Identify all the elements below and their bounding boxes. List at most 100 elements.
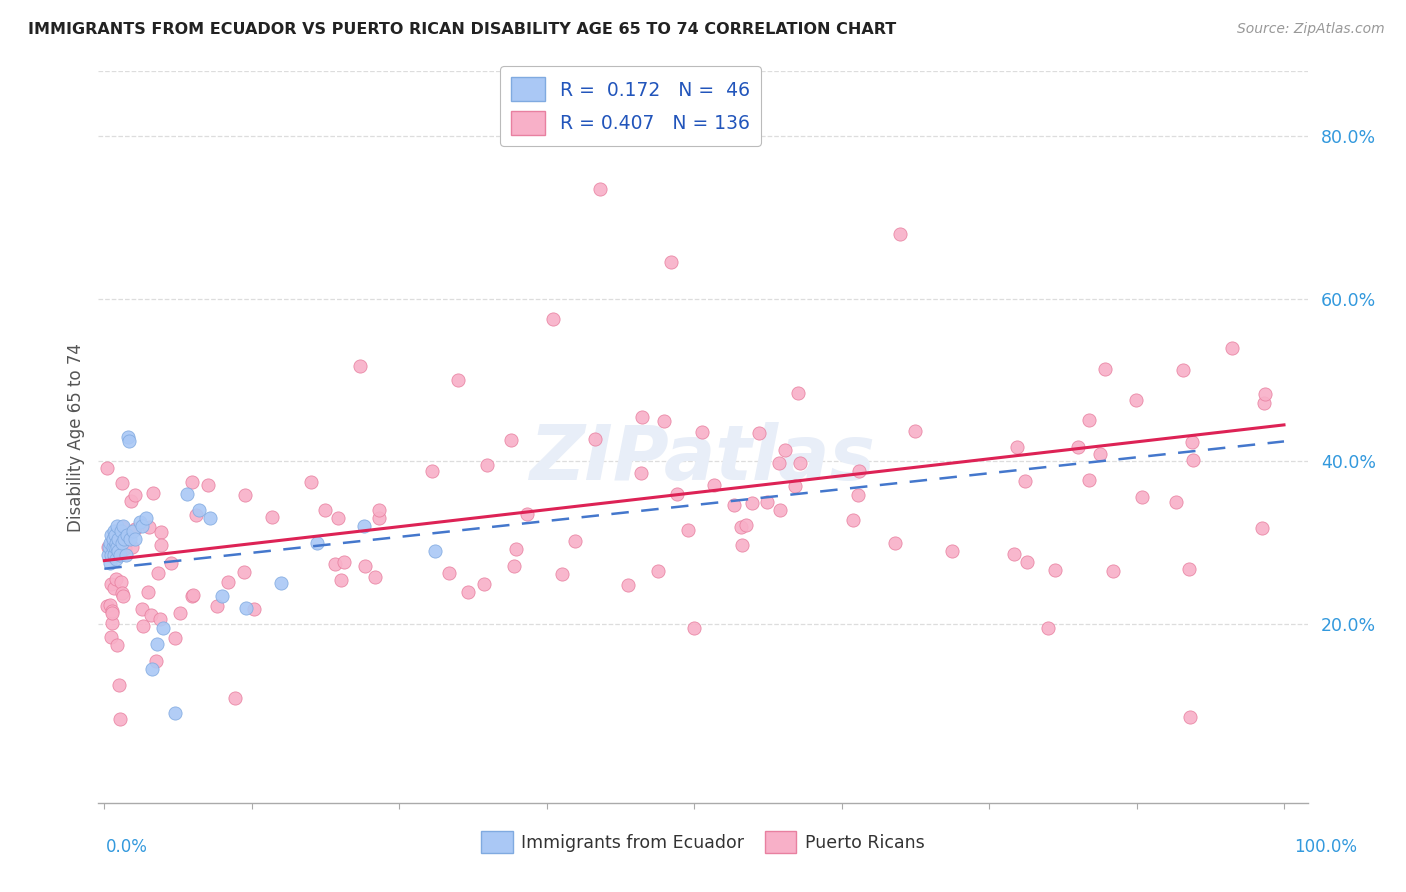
Point bbox=[846, 488, 869, 502]
Point bbox=[138, 520, 160, 534]
Point bbox=[233, 566, 256, 580]
Point bbox=[121, 524, 143, 538]
Point bbox=[181, 588, 204, 602]
Point bbox=[368, 502, 391, 516]
Point bbox=[165, 706, 187, 721]
Point bbox=[1014, 475, 1036, 489]
Point bbox=[101, 532, 124, 546]
Point bbox=[124, 487, 146, 501]
Point bbox=[211, 589, 233, 603]
Point bbox=[112, 519, 135, 533]
Point bbox=[97, 548, 120, 562]
Point bbox=[447, 373, 470, 387]
Point bbox=[690, 425, 713, 439]
Point bbox=[107, 677, 129, 691]
Point bbox=[731, 538, 754, 552]
Point bbox=[135, 511, 157, 525]
Point bbox=[100, 630, 122, 644]
Point bbox=[107, 532, 129, 546]
Point bbox=[112, 589, 135, 603]
Point bbox=[589, 182, 612, 196]
Point bbox=[187, 503, 209, 517]
Point bbox=[121, 541, 143, 555]
Point bbox=[97, 541, 120, 555]
Point bbox=[1178, 710, 1201, 724]
Point bbox=[349, 359, 371, 374]
Point bbox=[98, 556, 121, 570]
Point bbox=[100, 576, 122, 591]
Point bbox=[243, 601, 266, 615]
Point bbox=[326, 511, 349, 525]
Point bbox=[1043, 563, 1066, 577]
Point bbox=[735, 518, 758, 533]
Point bbox=[617, 578, 640, 592]
Point bbox=[103, 581, 125, 595]
Point bbox=[505, 541, 527, 556]
Point bbox=[150, 538, 173, 552]
Point bbox=[472, 577, 495, 591]
Point bbox=[647, 564, 669, 578]
Point bbox=[773, 442, 796, 457]
Point bbox=[108, 712, 131, 726]
Point bbox=[516, 507, 538, 521]
Point bbox=[941, 544, 963, 558]
Point bbox=[703, 478, 725, 492]
Point bbox=[108, 546, 131, 560]
Point bbox=[105, 638, 128, 652]
Text: Source: ZipAtlas.com: Source: ZipAtlas.com bbox=[1237, 22, 1385, 37]
Point bbox=[149, 612, 172, 626]
Point bbox=[1102, 564, 1125, 578]
Text: IMMIGRANTS FROM ECUADOR VS PUERTO RICAN DISABILITY AGE 65 TO 74 CORRELATION CHAR: IMMIGRANTS FROM ECUADOR VS PUERTO RICAN … bbox=[28, 22, 897, 37]
Point bbox=[200, 511, 222, 525]
Point bbox=[477, 458, 499, 472]
Point bbox=[105, 552, 128, 566]
Point bbox=[120, 494, 142, 508]
Point bbox=[115, 527, 138, 541]
Point bbox=[105, 535, 128, 549]
Point bbox=[110, 524, 132, 538]
Point bbox=[1253, 387, 1275, 401]
Point bbox=[551, 567, 574, 582]
Point bbox=[124, 532, 146, 546]
Point bbox=[768, 456, 790, 470]
Point bbox=[420, 464, 443, 478]
Point bbox=[1078, 412, 1101, 426]
Point bbox=[181, 589, 204, 603]
Point bbox=[842, 513, 865, 527]
Point bbox=[124, 522, 146, 536]
Point bbox=[233, 488, 256, 502]
Point bbox=[184, 508, 207, 523]
Point bbox=[769, 503, 792, 517]
Point bbox=[1173, 363, 1195, 377]
Point bbox=[104, 527, 127, 541]
Point bbox=[104, 540, 127, 554]
Point bbox=[110, 575, 132, 590]
Point bbox=[160, 557, 183, 571]
Legend: Immigrants from Ecuador, Puerto Ricans: Immigrants from Ecuador, Puerto Ricans bbox=[474, 823, 932, 860]
Point bbox=[146, 637, 169, 651]
Point bbox=[1015, 555, 1038, 569]
Point bbox=[96, 599, 118, 613]
Point bbox=[1066, 441, 1088, 455]
Point bbox=[105, 543, 128, 558]
Point bbox=[631, 410, 654, 425]
Text: 100.0%: 100.0% bbox=[1294, 838, 1357, 855]
Point bbox=[789, 456, 811, 470]
Point bbox=[150, 525, 173, 540]
Point bbox=[163, 631, 186, 645]
Point bbox=[501, 433, 523, 447]
Point bbox=[136, 585, 159, 599]
Point bbox=[503, 558, 526, 573]
Point bbox=[98, 598, 121, 612]
Point bbox=[108, 548, 131, 562]
Point bbox=[904, 424, 927, 438]
Point bbox=[152, 621, 174, 635]
Point bbox=[103, 524, 125, 538]
Point bbox=[659, 255, 682, 269]
Point bbox=[145, 654, 167, 668]
Point bbox=[423, 544, 446, 558]
Point bbox=[112, 532, 135, 546]
Point bbox=[1125, 393, 1147, 408]
Point bbox=[1132, 491, 1154, 505]
Point bbox=[630, 467, 652, 481]
